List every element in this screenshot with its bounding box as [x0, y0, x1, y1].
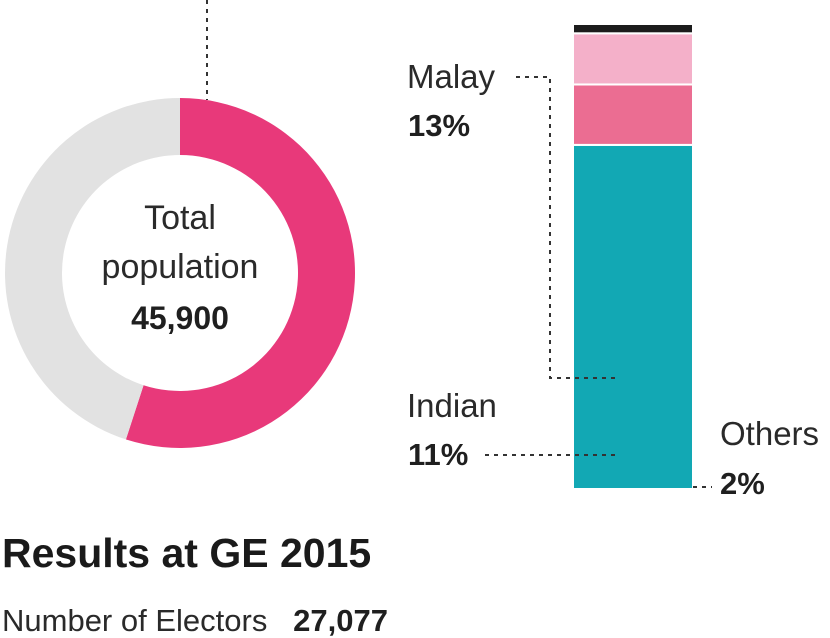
- chart-canvas: [5, 0, 712, 490]
- donut-center-line1: Total: [144, 199, 216, 237]
- electors-label: Number of Electors: [2, 603, 268, 638]
- others-label: Others: [720, 415, 820, 452]
- donut-chart: [5, 98, 356, 448]
- bar-segment-others: [572, 23, 694, 35]
- leader-lines: [206, 0, 712, 488]
- indian-label: Indian: [407, 387, 497, 424]
- donut-center-line2: population: [101, 248, 259, 286]
- malay-label: Malay: [407, 58, 496, 95]
- donut-slice-1: [5, 98, 180, 440]
- bar-segment-indian: [572, 32, 694, 86]
- electors-value: 27,077: [293, 603, 388, 638]
- bar-segment-malay: [572, 83, 694, 146]
- electors-line: Number of Electors 27,077: [2, 605, 388, 636]
- stacked-bar: [572, 23, 694, 490]
- results-heading: Results at GE 2015: [2, 530, 372, 576]
- bar-segment-chinese: [572, 143, 694, 490]
- indian-percent: 11%: [408, 437, 469, 472]
- donut-slice-0: [125, 98, 356, 448]
- donut-center-value: 45,900: [131, 300, 229, 336]
- others-percent: 2%: [720, 466, 765, 501]
- malay-percent: 13%: [408, 108, 471, 143]
